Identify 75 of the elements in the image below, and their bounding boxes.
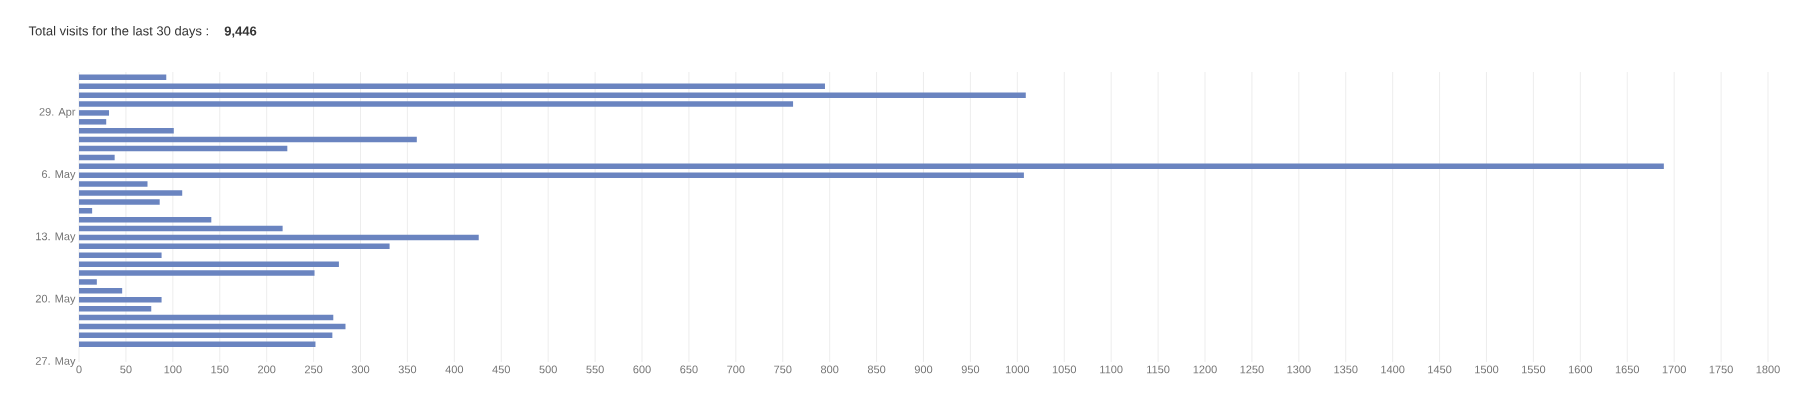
x-tick-label: 1550: [1522, 365, 1546, 374]
x-tick-label: 0: [76, 365, 82, 374]
bar: [79, 74, 167, 81]
x-tick-label: 200: [258, 365, 276, 374]
x-tick-label: 900: [914, 365, 933, 374]
bar: [79, 252, 162, 258]
bar: [79, 261, 339, 267]
x-tick-label: 1600: [1568, 365, 1593, 374]
x-tick-label: 700: [727, 365, 745, 374]
bar: [79, 181, 148, 187]
bar: [79, 136, 417, 143]
chart-title: Total visits for the last 30 days :: [28, 25, 208, 39]
bar: [79, 154, 115, 161]
bar: [79, 172, 1024, 178]
x-tick-label: 1000: [1005, 365, 1030, 374]
bar: [79, 225, 283, 232]
bar: [79, 270, 315, 276]
y-tick-label: 20. May: [35, 294, 76, 305]
x-tick-label: 1800: [1756, 365, 1780, 374]
bar: [79, 296, 162, 303]
x-tick-label: 1400: [1381, 365, 1405, 374]
x-tick-label: 1050: [1052, 365, 1077, 374]
bar: [79, 190, 183, 196]
x-tick-label: 1150: [1147, 365, 1170, 374]
x-tick-label: 150: [211, 365, 229, 374]
x-tick-label: 1250: [1240, 365, 1264, 374]
x-tick-label: 1750: [1709, 365, 1733, 374]
x-tick-label: 1350: [1334, 365, 1358, 374]
bar: [79, 305, 152, 312]
bar: [79, 234, 479, 241]
bar: [79, 92, 1026, 98]
x-tick-label: 1450: [1428, 365, 1452, 374]
bar: [79, 110, 110, 116]
y-tick-label: 27. May: [35, 357, 76, 367]
y-tick-label: 6. May: [42, 170, 76, 181]
bar: [79, 127, 174, 134]
bar: [79, 208, 93, 214]
x-tick-label: 1300: [1287, 365, 1311, 374]
x-tick-label: 1500: [1475, 365, 1499, 374]
bar: [79, 199, 160, 205]
chart-subtitle: 9,446: [224, 26, 257, 38]
bar: [79, 279, 97, 285]
bar: [79, 243, 390, 250]
x-tick-label: 250: [304, 365, 323, 374]
x-tick-label: 850: [867, 365, 886, 374]
bar: [79, 83, 825, 89]
bar: [79, 323, 346, 330]
x-tick-label: 350: [398, 365, 417, 374]
x-tick-label: 100: [164, 365, 182, 374]
bar: [79, 145, 288, 152]
x-tick-label: 600: [633, 365, 651, 374]
x-tick-label: 400: [445, 365, 464, 374]
bar: [79, 119, 107, 125]
bar: [79, 341, 316, 347]
x-tick-label: 950: [961, 365, 980, 374]
x-tick-label: 1200: [1193, 365, 1217, 374]
bar: [79, 288, 123, 294]
bar: [79, 216, 212, 223]
x-tick-label: 650: [680, 365, 698, 374]
x-tick-label: 500: [539, 365, 557, 374]
x-tick-label: 1650: [1615, 365, 1640, 374]
x-tick-label: 1700: [1662, 365, 1686, 374]
x-tick-label: 450: [492, 365, 510, 374]
x-tick-label: 1100: [1100, 365, 1123, 374]
x-tick-label: 750: [774, 365, 792, 374]
y-tick-label: 13. May: [36, 232, 76, 243]
x-tick-label: 550: [586, 365, 604, 374]
bar: [79, 314, 334, 321]
bar: [79, 163, 1664, 170]
bar: [79, 101, 794, 107]
bar: [79, 332, 333, 339]
y-tick-label: 29. Apr: [39, 107, 76, 118]
x-tick-label: 800: [820, 365, 839, 374]
x-tick-label: 50: [120, 365, 132, 374]
x-tick-label: 300: [351, 365, 370, 374]
